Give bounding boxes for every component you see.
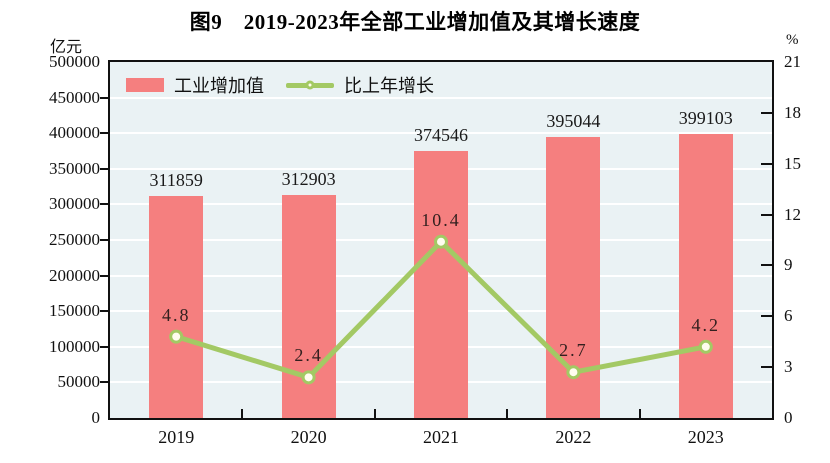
bar-2021 <box>414 151 468 418</box>
growth-value-label-2022: 2.7 <box>559 340 588 361</box>
growth-marker-2020 <box>301 370 316 385</box>
left-tick-label-200000: 200000 <box>49 265 100 285</box>
left-tick-label-250000: 250000 <box>49 230 100 249</box>
x-tick-mark-2022 <box>506 409 509 418</box>
bar-2023 <box>678 133 733 418</box>
x-tick-mark-2023 <box>638 409 641 418</box>
left-tick-label-400000: 400000 <box>49 123 100 143</box>
right-tick-label-3: 3 <box>784 357 793 377</box>
bar-value-label-2023: 399103 <box>678 107 733 128</box>
left-tick-mark-300000 <box>100 203 108 206</box>
right-tick-mark-6 <box>761 315 772 318</box>
growth-value-label-2021: 10.4 <box>421 209 461 230</box>
right-tick-mark-12 <box>761 213 772 216</box>
right-tick-mark-3 <box>761 366 772 369</box>
chart-title: 图9 2019-2023年全部工业增加值及其增长速度 <box>189 10 641 34</box>
growth-marker-2021 <box>434 234 448 249</box>
left-tick-label-150000: 150000 <box>49 301 100 321</box>
x-tick-label-2021: 2021 <box>423 427 459 447</box>
left-tick-mark-50000 <box>100 381 108 384</box>
x-tick-label-2022: 2022 <box>555 427 592 447</box>
legend-item-industrial-value: 工业增加值 <box>126 72 264 98</box>
left-tick-label-50000: 50000 <box>57 372 101 392</box>
bar-swatch-icon <box>126 78 164 92</box>
left-tick-mark-250000 <box>100 239 108 241</box>
left-axis-unit-label: 亿元 <box>49 39 82 56</box>
right-tick-label-9: 9 <box>784 255 793 275</box>
right-tick-label-12: 12 <box>784 204 801 224</box>
left-tick-mark-150000 <box>100 310 108 313</box>
line-marker-swatch-icon <box>286 80 334 90</box>
x-tick-label-2019: 2019 <box>158 427 195 447</box>
left-tick-label-500000: 500000 <box>49 52 100 71</box>
plot-area: 311859 312903 374546 395044 399103 4.8 2.4 10.… <box>108 60 774 420</box>
right-tick-label-18: 18 <box>784 102 801 122</box>
left-tick-mark-450000 <box>100 96 108 99</box>
growth-value-label-2019: 4.8 <box>161 304 191 325</box>
x-tick-label-2020: 2020 <box>290 427 327 447</box>
left-tick-label-300000: 300000 <box>49 194 100 214</box>
gridline-450000 <box>110 96 772 99</box>
bar-2019 <box>149 195 204 418</box>
left-tick-mark-400000 <box>100 132 108 135</box>
x-tick-label-2023: 2023 <box>687 427 724 447</box>
growth-marker-2022 <box>566 365 581 380</box>
legend: 工业增加值 比上年增长 <box>126 74 434 96</box>
bar-value-label-2019: 311859 <box>149 169 203 190</box>
bar-value-label-2022: 395044 <box>546 110 601 131</box>
growth-value-label-2023: 4.2 <box>691 314 721 335</box>
legend-item-growth: 比上年增长 <box>286 72 434 98</box>
x-tick-mark-2020 <box>241 409 244 418</box>
right-tick-mark-9 <box>761 264 772 267</box>
bar-value-label-2021: 374546 <box>414 125 468 146</box>
growth-marker-2023 <box>698 339 713 354</box>
growth-marker-2019 <box>169 329 184 344</box>
legend-label-industrial-value: 工业增加值 <box>174 76 264 96</box>
right-tick-label-0: 0 <box>784 408 793 427</box>
legend-label-growth: 比上年增长 <box>344 76 434 96</box>
growth-value-label-2020: 2.4 <box>294 345 323 366</box>
growth-line-layer <box>169 234 713 385</box>
gridline-400000 <box>110 132 772 135</box>
right-tick-label-15: 15 <box>784 153 801 173</box>
right-tick-mark-18 <box>761 111 772 114</box>
right-tick-label-6: 6 <box>784 306 793 326</box>
left-tick-mark-200000 <box>100 274 108 277</box>
left-tick-label-0: 0 <box>91 408 101 427</box>
left-tick-label-450000: 450000 <box>49 87 100 107</box>
right-axis-unit-label: % <box>786 32 799 48</box>
left-tick-mark-350000 <box>100 167 108 170</box>
left-tick-label-100000: 100000 <box>49 336 100 356</box>
right-tick-label-21: 21 <box>784 52 801 71</box>
right-tick-mark-15 <box>761 162 772 165</box>
bar-value-label-2020: 312903 <box>281 169 336 190</box>
x-tick-mark-2021 <box>373 409 376 418</box>
marker-dot-icon <box>305 80 315 90</box>
left-tick-mark-100000 <box>100 345 108 348</box>
left-tick-label-350000: 350000 <box>49 158 100 178</box>
